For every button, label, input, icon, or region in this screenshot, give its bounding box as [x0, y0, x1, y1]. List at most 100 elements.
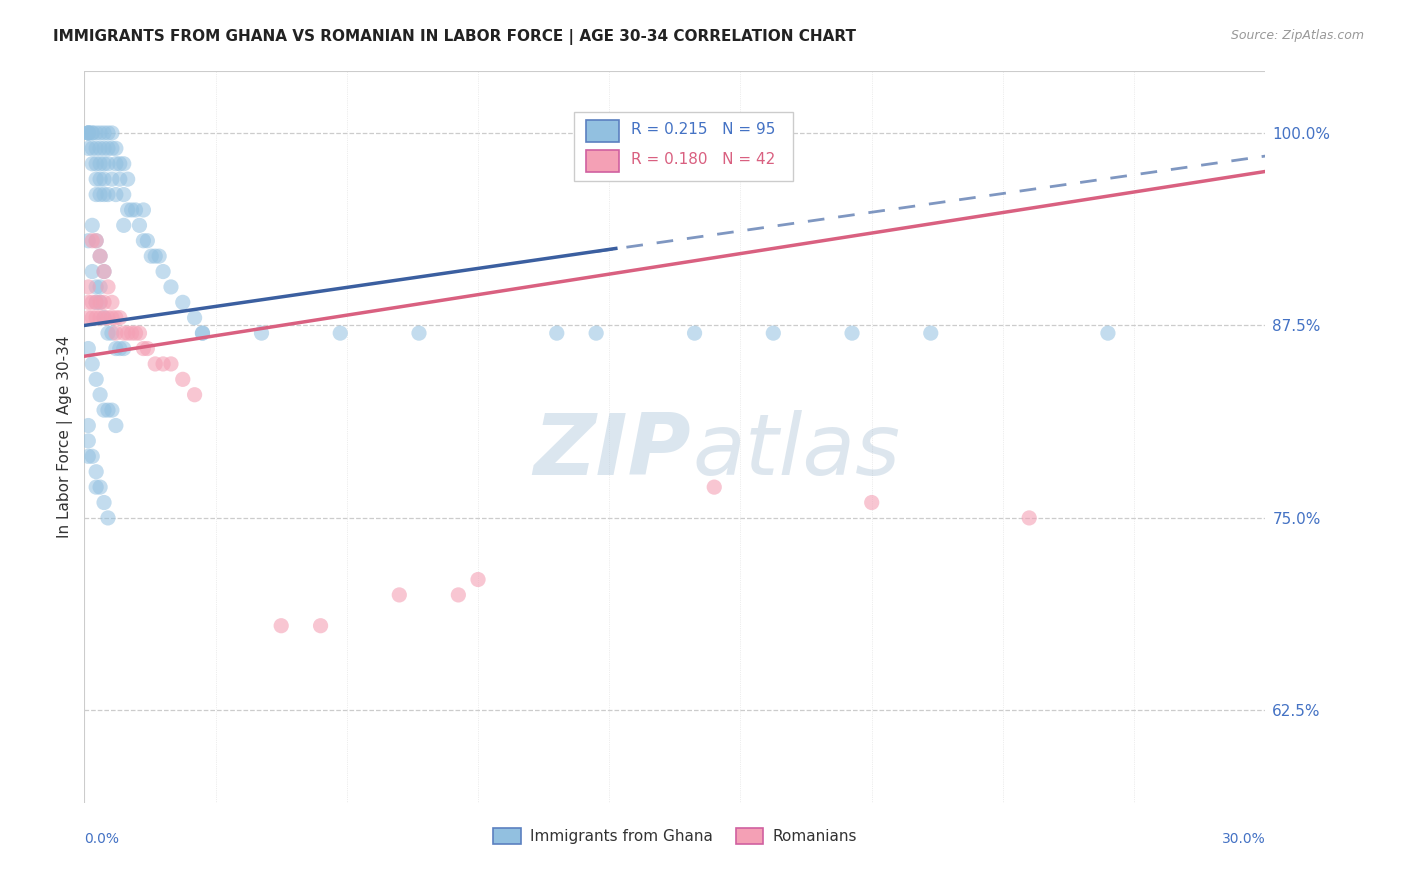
Point: [89, 480, 111, 494]
Point: [408, 326, 430, 340]
Y-axis label: In Labor Force | Age 30-34: In Labor Force | Age 30-34: [58, 335, 73, 539]
Point: [104, 141, 127, 155]
Point: [128, 219, 150, 233]
Point: [82, 264, 104, 278]
Point: [108, 342, 131, 356]
Point: [1097, 326, 1119, 340]
Point: [143, 357, 166, 371]
Point: [329, 326, 352, 340]
Point: [191, 326, 214, 340]
Point: [82, 357, 104, 371]
Point: [388, 588, 411, 602]
Point: [97, 141, 120, 155]
Point: [104, 310, 127, 325]
Point: [117, 326, 139, 340]
Point: [82, 310, 104, 325]
Text: 30.0%: 30.0%: [1222, 832, 1265, 846]
Point: [172, 295, 194, 310]
Point: [143, 249, 166, 263]
Point: [77, 126, 100, 140]
Point: [82, 157, 104, 171]
Point: [112, 326, 135, 340]
Point: [160, 280, 183, 294]
Point: [77, 450, 100, 464]
Point: [136, 342, 159, 356]
Point: [160, 357, 183, 371]
Point: [77, 434, 100, 448]
Point: [191, 326, 214, 340]
Point: [93, 187, 115, 202]
Point: [108, 310, 131, 325]
Point: [89, 295, 111, 310]
Point: [117, 202, 139, 217]
Point: [84, 480, 107, 494]
Point: [89, 295, 111, 310]
FancyBboxPatch shape: [586, 150, 620, 171]
Point: [84, 187, 107, 202]
Text: 0.0%: 0.0%: [84, 832, 120, 846]
Point: [112, 342, 135, 356]
Point: [132, 234, 155, 248]
Point: [132, 342, 155, 356]
Point: [97, 157, 120, 171]
Point: [148, 249, 170, 263]
Point: [124, 202, 146, 217]
Point: [97, 280, 120, 294]
Point: [101, 141, 124, 155]
Point: [84, 310, 107, 325]
Point: [84, 465, 107, 479]
Point: [89, 310, 111, 325]
Point: [93, 141, 115, 155]
Point: [77, 295, 100, 310]
Point: [93, 264, 115, 278]
Point: [82, 141, 104, 155]
Point: [108, 172, 131, 186]
Point: [104, 342, 127, 356]
Point: [82, 126, 104, 140]
Point: [112, 187, 135, 202]
Point: [84, 295, 107, 310]
Text: R = 0.215   N = 95: R = 0.215 N = 95: [631, 122, 776, 137]
Point: [1018, 511, 1040, 525]
Point: [97, 126, 120, 140]
FancyBboxPatch shape: [575, 112, 793, 181]
Point: [97, 310, 120, 325]
Point: [89, 187, 111, 202]
Point: [89, 157, 111, 171]
Point: [89, 126, 111, 140]
Point: [84, 172, 107, 186]
Text: atlas: atlas: [693, 410, 901, 493]
Point: [84, 234, 107, 248]
Point: [77, 234, 100, 248]
Point: [121, 202, 143, 217]
Point: [93, 295, 115, 310]
Point: [112, 219, 135, 233]
Point: [77, 126, 100, 140]
Legend: Immigrants from Ghana, Romanians: Immigrants from Ghana, Romanians: [486, 822, 863, 850]
Point: [703, 480, 725, 494]
Point: [77, 418, 100, 433]
Point: [82, 234, 104, 248]
Point: [309, 618, 332, 632]
Point: [270, 618, 292, 632]
Point: [585, 326, 607, 340]
Point: [97, 511, 120, 525]
Point: [97, 326, 120, 340]
Point: [124, 326, 146, 340]
Point: [82, 126, 104, 140]
Point: [183, 388, 205, 402]
Point: [101, 326, 124, 340]
Point: [121, 326, 143, 340]
Point: [77, 141, 100, 155]
Point: [762, 326, 785, 340]
Point: [77, 342, 100, 356]
Point: [104, 157, 127, 171]
Point: [136, 234, 159, 248]
Point: [84, 234, 107, 248]
Point: [97, 403, 120, 417]
Point: [101, 403, 124, 417]
Point: [172, 372, 194, 386]
Point: [920, 326, 942, 340]
Point: [546, 326, 568, 340]
Point: [77, 280, 100, 294]
